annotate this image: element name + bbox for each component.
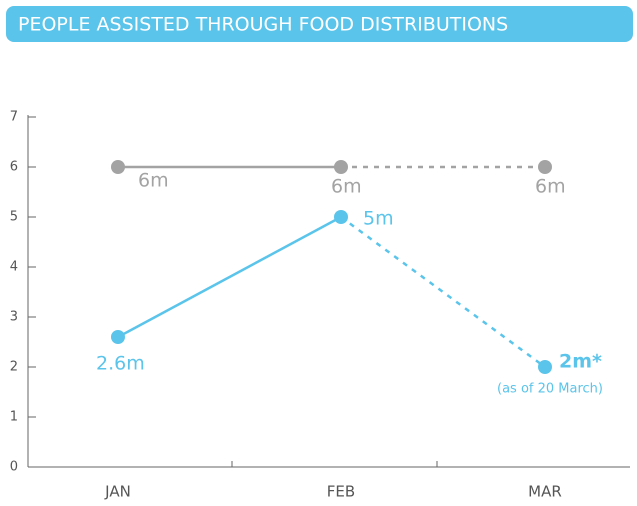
y-tick-label: 6 [10,160,18,175]
title-banner [6,6,633,42]
annotation: (as of 20 March) [497,382,603,397]
point [334,210,348,224]
y-tick-label: 2 [10,360,18,375]
y-tick-label: 5 [10,210,18,225]
line-segment [117,215,342,339]
x-tick-label: FEB [327,483,355,501]
point [334,160,348,174]
y-tick-label: 1 [10,410,18,425]
value-label: 6m [535,176,566,198]
y-tick-label: 4 [10,260,18,275]
value-label: 2.6m [96,353,145,375]
value-label: 6m [331,176,362,198]
x-tick-label: MAR [528,483,562,501]
point [111,330,125,344]
x-tick-label: JAN [104,483,131,501]
value-label: 6m [138,170,169,192]
y-tick-label: 0 [10,460,18,475]
chart-title: PEOPLE ASSISTED THROUGH FOOD DISTRIBUTIO… [18,14,508,36]
value-label: 2m* [559,351,602,373]
y-tick-label: 3 [10,310,18,325]
y-tick-label: 7 [10,110,18,125]
point [111,160,125,174]
point [538,160,552,174]
line-segment-dashed [340,215,546,369]
value-label: 5m [363,208,394,230]
point [538,360,552,374]
